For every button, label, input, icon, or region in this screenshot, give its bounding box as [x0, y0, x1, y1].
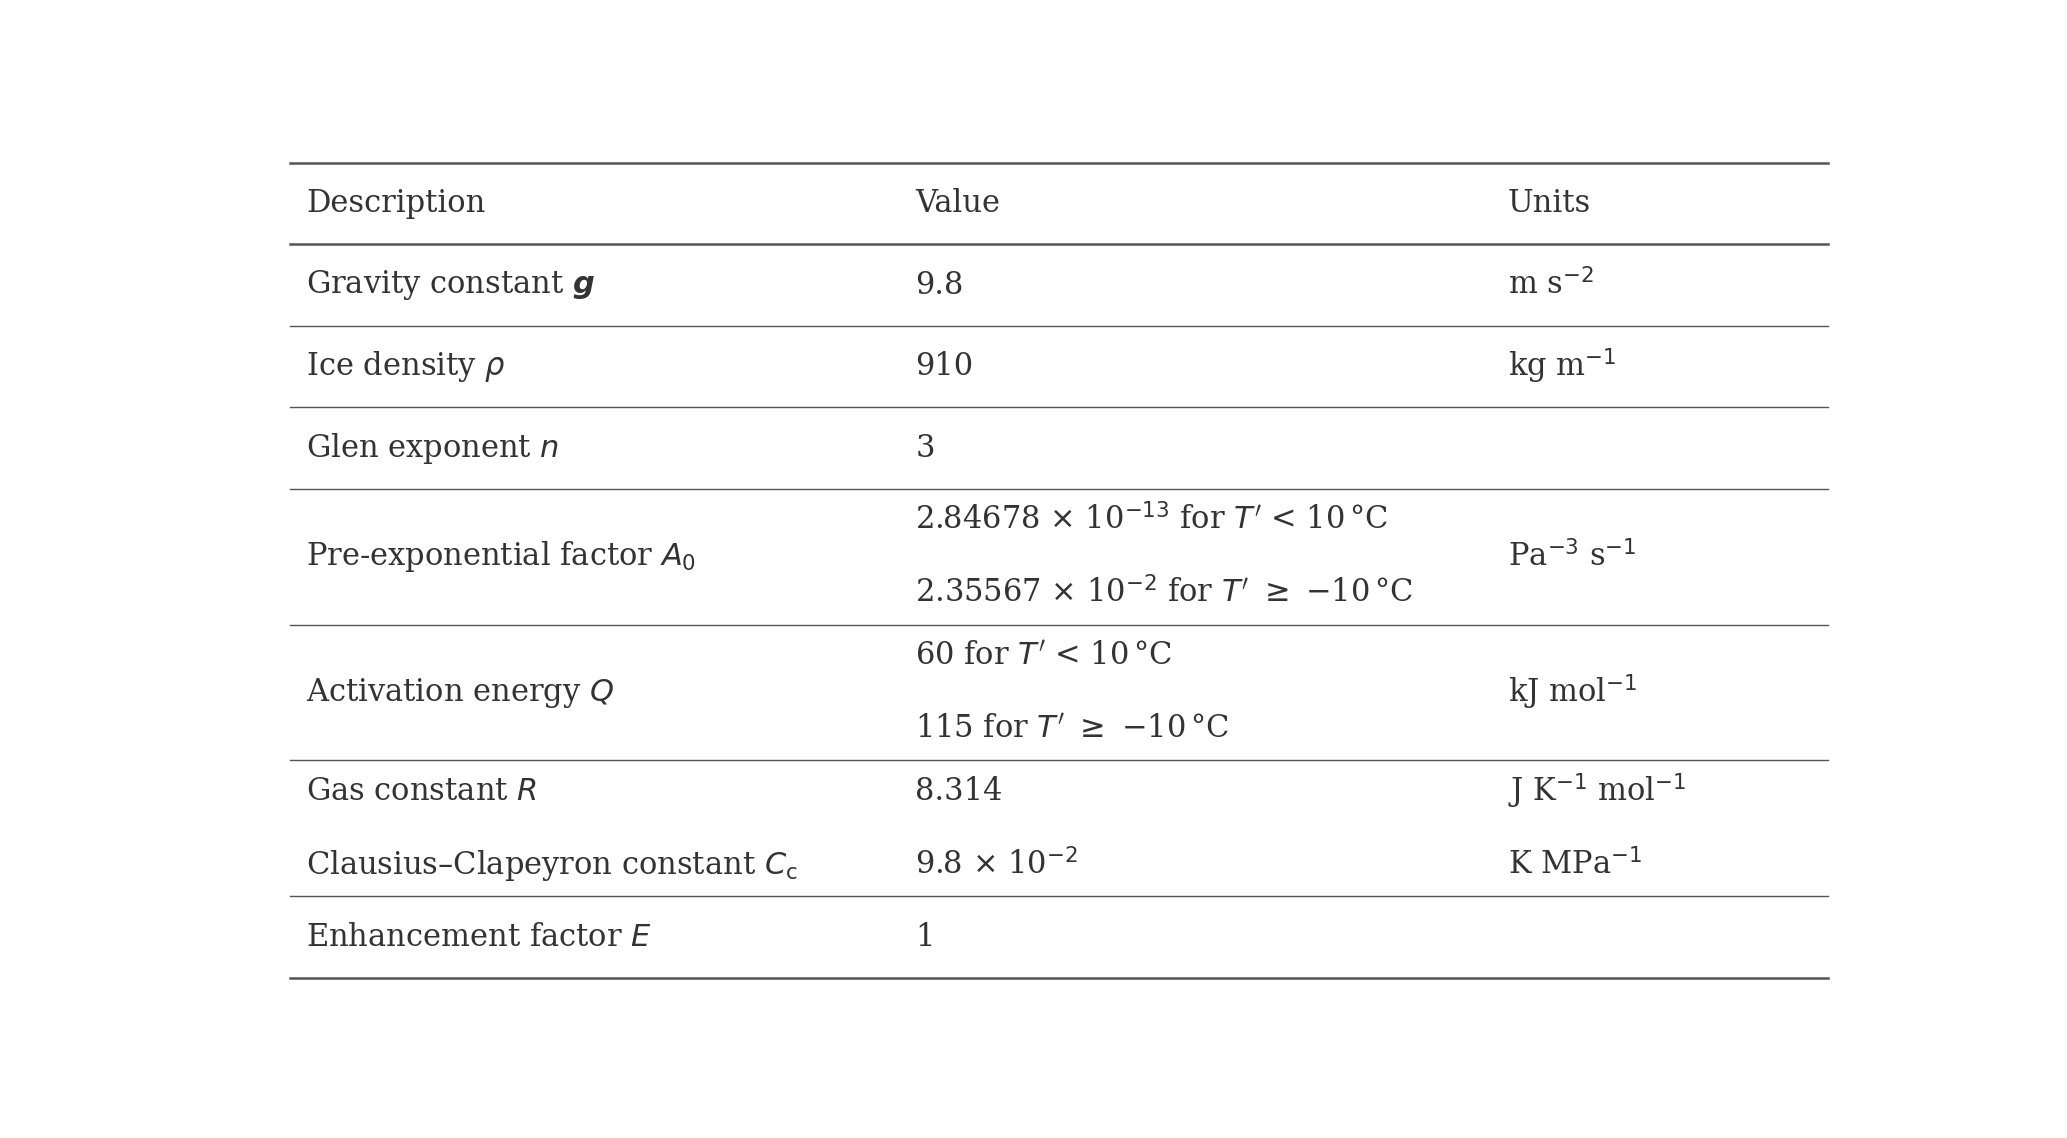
Text: 115 for $T^{\prime}$ $\geq$ −10$\,$°C: 115 for $T^{\prime}$ $\geq$ −10$\,$°C: [916, 714, 1230, 744]
Text: Pa$^{-3}$ s$^{-1}$: Pa$^{-3}$ s$^{-1}$: [1509, 541, 1637, 572]
Text: 8.314: 8.314: [916, 776, 1002, 807]
Text: 3: 3: [916, 432, 934, 463]
Text: Clausius–Clapeyron constant $C_{\mathrm{c}}$: Clausius–Clapeyron constant $C_{\mathrm{…: [306, 848, 798, 883]
Text: Activation energy $Q$: Activation energy $Q$: [306, 676, 614, 710]
Text: 60 for $T^{\prime}$ < 10$\,$°C: 60 for $T^{\prime}$ < 10$\,$°C: [916, 641, 1172, 671]
Text: Gas constant $R$: Gas constant $R$: [306, 776, 537, 807]
Text: m s$^{-2}$: m s$^{-2}$: [1509, 269, 1594, 302]
Text: Glen exponent $n$: Glen exponent $n$: [306, 430, 560, 465]
Text: 2.35567 $\times$ 10$^{-2}$ for $T^{\prime}$ $\geq$ −10$\,$°C: 2.35567 $\times$ 10$^{-2}$ for $T^{\prim…: [916, 577, 1414, 610]
Text: K MPa$^{-1}$: K MPa$^{-1}$: [1509, 849, 1641, 881]
Text: Pre-exponential factor $A_0$: Pre-exponential factor $A_0$: [306, 539, 697, 575]
Text: 9.8: 9.8: [916, 270, 963, 300]
Text: Units: Units: [1509, 188, 1592, 220]
Text: Value: Value: [916, 188, 1000, 220]
Text: 910: 910: [916, 352, 974, 382]
Text: Description: Description: [306, 188, 486, 220]
Text: 9.8 $\times$ 10$^{-2}$: 9.8 $\times$ 10$^{-2}$: [916, 849, 1079, 881]
Text: Ice density $\rho$: Ice density $\rho$: [306, 349, 506, 385]
Text: J K$^{-1}$ mol$^{-1}$: J K$^{-1}$ mol$^{-1}$: [1509, 772, 1687, 811]
Text: 1: 1: [916, 922, 934, 953]
Text: kJ mol$^{-1}$: kJ mol$^{-1}$: [1509, 673, 1637, 712]
Text: Gravity constant $\boldsymbol{g}$: Gravity constant $\boldsymbol{g}$: [306, 269, 595, 302]
Text: kg m$^{-1}$: kg m$^{-1}$: [1509, 347, 1616, 386]
Text: 2.84678 $\times$ 10$^{-13}$ for $T^{\prime}$ < 10$\,$°C: 2.84678 $\times$ 10$^{-13}$ for $T^{\pri…: [916, 504, 1389, 536]
Text: Enhancement factor $E$: Enhancement factor $E$: [306, 922, 653, 953]
